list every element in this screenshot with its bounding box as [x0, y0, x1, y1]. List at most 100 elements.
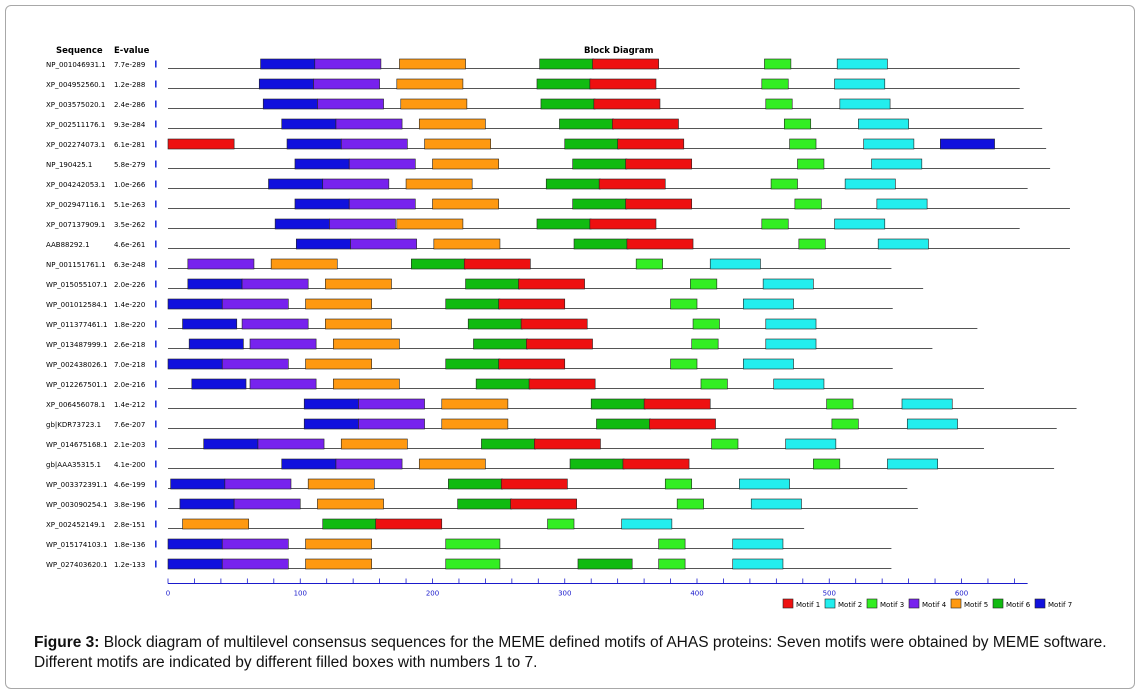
motif-2-block — [877, 238, 929, 250]
sequence-marker — [155, 260, 157, 268]
motif-2-block — [742, 298, 794, 310]
motif-3-block — [797, 158, 825, 170]
block-diagram: Sequence E-value Block Diagram NP_001046… — [46, 46, 1077, 609]
motif-5-block — [340, 438, 408, 450]
motif-1-block — [617, 138, 685, 150]
sequence-row: WP_002438026.1 7.0e-218 — [46, 358, 893, 370]
motif-2-block — [732, 558, 784, 570]
legend-label: Motif 5 — [964, 601, 988, 609]
legend-swatch — [992, 598, 1004, 609]
legend-label: Motif 1 — [796, 601, 820, 609]
motif-5-block — [399, 58, 466, 70]
sequence-rows: NP_001046931.1 7.7e-289 XP_004952560.1 1.2e… — [46, 58, 1077, 570]
motif-2-block — [839, 98, 891, 110]
sequence-row: XP_004242053.1 1.0e-266 — [46, 178, 1028, 190]
motif-6-block — [572, 198, 628, 210]
sequence-evalue: 2.4e-286 — [114, 101, 146, 109]
motif-4-block — [348, 158, 416, 170]
sequence-row: WP_012267501.1 2.0e-216 — [46, 378, 984, 390]
sequence-name: XP_002947116.1 — [46, 201, 105, 209]
motif-1-block — [598, 178, 666, 190]
motif-7-block — [303, 398, 359, 410]
motif-2-block — [834, 78, 886, 90]
motif-1-block — [534, 438, 601, 450]
motif-3-block — [761, 78, 789, 90]
motif-6-block — [559, 118, 614, 130]
sequence-row: gb|KDR73723.1 7.6e-207 — [46, 418, 1057, 430]
sequence-name: WP_014675168.1 — [46, 441, 107, 449]
motif-5-block — [418, 118, 486, 130]
sequence-marker — [155, 360, 157, 368]
sequence-name: NP_190425.1 — [46, 161, 92, 169]
x-axis-tick-label: 400 — [690, 590, 703, 598]
motif-6-block — [322, 518, 378, 530]
motif-1-block — [526, 338, 593, 350]
motif-7-block — [179, 498, 235, 510]
motif-2-block — [750, 498, 802, 510]
legend-swatch — [866, 598, 878, 609]
sequence-name: WP_011377461.1 — [46, 321, 107, 329]
motif-6-block — [536, 78, 592, 90]
motif-3-block — [831, 418, 859, 430]
motif-7-block — [274, 218, 330, 230]
legend-item: Motif 3 — [866, 598, 904, 609]
legend-swatch — [908, 598, 920, 609]
motif-3-block — [445, 558, 501, 570]
x-axis: 0 100 200 300 400 500 600 — [166, 578, 1028, 598]
motif-4-block — [224, 478, 292, 490]
motif-6-block — [475, 378, 531, 390]
sequence-marker — [155, 340, 157, 348]
motif-6-block — [481, 438, 536, 450]
sequence-evalue: 2.1e-203 — [114, 441, 145, 449]
sequence-row: NP_190425.1 5.8e-279 — [46, 158, 1051, 170]
sequence-name: XP_004952560.1 — [46, 81, 105, 89]
motif-1-block — [510, 498, 577, 510]
motif-3-block — [798, 238, 826, 250]
motif-1-block — [625, 198, 693, 210]
motif-5-block — [433, 238, 501, 250]
motif-6-block — [473, 338, 529, 350]
figure-frame: Sequence E-value Block Diagram NP_001046… — [5, 5, 1135, 689]
sequence-row: NP_001151761.1 6.3e-248 — [46, 258, 892, 270]
motif-1-block — [622, 458, 690, 470]
sequence-column-header: Sequence — [56, 46, 103, 56]
motif-2-block — [836, 58, 888, 70]
sequence-row: WP_014675168.1 2.1e-203 — [46, 438, 984, 450]
motif-5-block — [305, 298, 372, 310]
motif-7-block — [260, 58, 316, 70]
motif-3-block — [691, 338, 719, 350]
motif-7-block — [303, 418, 359, 430]
sequence-name: WP_027403620.1 — [46, 561, 107, 569]
legend-label: Motif 3 — [880, 601, 904, 609]
motif-1-block — [625, 158, 693, 170]
motif-4-block — [348, 198, 416, 210]
sequence-marker — [155, 100, 157, 108]
motif-6-block — [411, 258, 466, 270]
motif-5-block — [441, 418, 509, 430]
sequence-name: WP_001012584.1 — [46, 301, 107, 309]
sequence-marker — [155, 280, 157, 288]
motif-7-block — [203, 438, 259, 450]
motif-2-block — [765, 318, 817, 330]
x-axis-tick-label: 200 — [426, 590, 439, 598]
sequence-row: WP_001012584.1 1.4e-220 — [46, 298, 893, 310]
sequence-marker — [155, 480, 157, 488]
motif-4-block — [241, 318, 309, 330]
sequence-row: WP_011377461.1 1.8e-220 — [46, 318, 978, 330]
sequence-name: WP_002438026.1 — [46, 361, 107, 369]
motif-4-block — [241, 278, 309, 290]
sequence-marker — [155, 240, 157, 248]
motif-7-block — [187, 278, 243, 290]
sequence-name: WP_015174103.1 — [46, 541, 107, 549]
sequence-row: XP_002511176.1 9.3e-284 — [46, 118, 1043, 130]
motif-6-block — [448, 478, 503, 490]
legend-swatch — [950, 598, 962, 609]
sequence-marker — [155, 520, 157, 528]
motif-3-block — [635, 258, 663, 270]
sequence-evalue: 1.4e-212 — [114, 401, 145, 409]
sequence-row: XP_002452149.1 2.8e-151 — [46, 518, 805, 530]
motif-5-block — [307, 478, 375, 490]
sequence-marker — [155, 80, 157, 88]
motif-3-block — [670, 358, 698, 370]
motif-6-block — [564, 138, 620, 150]
